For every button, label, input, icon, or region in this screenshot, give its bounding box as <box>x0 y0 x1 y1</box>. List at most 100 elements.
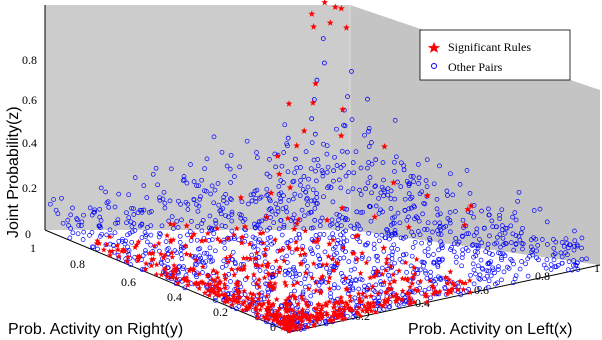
floor-cloud-star <box>287 300 294 307</box>
floor-cloud-star <box>431 288 438 295</box>
floor-cloud-star <box>335 300 342 307</box>
floor-cloud-star <box>263 305 270 312</box>
floor-cloud-star <box>407 284 414 290</box>
floor-cloud-star <box>221 292 228 298</box>
floor-cloud-point <box>411 233 416 238</box>
floor-cloud-point <box>208 259 214 265</box>
floor-cloud-point <box>156 234 162 240</box>
floor-cloud-point <box>292 268 298 274</box>
floor-cloud-point <box>261 296 267 302</box>
floor-cloud-star <box>269 313 276 320</box>
other-pair-point <box>292 156 298 162</box>
other-pair-point <box>276 191 282 197</box>
floor-cloud-point <box>479 265 485 271</box>
floor-cloud-point <box>237 211 243 217</box>
floor-cloud-point <box>565 245 571 251</box>
floor-cloud-point <box>558 250 564 256</box>
floor-cloud-point <box>304 308 310 314</box>
floor-cloud-star <box>170 271 177 278</box>
floor-cloud-star <box>227 253 234 259</box>
floor-cloud-star <box>410 264 417 271</box>
floor-cloud-star <box>222 291 229 297</box>
floor-cloud-star <box>124 258 131 265</box>
floor-cloud-point <box>211 134 217 140</box>
floor-cloud-point <box>533 236 539 242</box>
floor-cloud-point <box>139 267 145 272</box>
floor-cloud-point <box>379 232 385 238</box>
floor-cloud-star <box>296 325 303 331</box>
floor-cloud-star <box>200 280 207 286</box>
floor-cloud-point <box>501 242 506 247</box>
floor-cloud-star <box>265 282 272 289</box>
floor-cloud-star <box>171 262 178 269</box>
floor-cloud-point <box>377 238 382 244</box>
floor-cloud-point <box>228 291 234 296</box>
floor-cloud-star <box>253 280 260 287</box>
floor-cloud-star <box>333 299 340 305</box>
floor-cloud-star <box>211 277 218 284</box>
floor-cloud-point <box>174 218 180 224</box>
floor-cloud-point <box>59 195 64 201</box>
floor-cloud-point <box>450 192 456 198</box>
floor-cloud-point <box>224 200 230 206</box>
floor-cloud-point <box>308 225 314 231</box>
floor-cloud-star <box>382 267 389 273</box>
floor-cloud-star <box>196 270 203 277</box>
floor-cloud-point <box>298 281 304 286</box>
floor-cloud-star <box>406 290 413 296</box>
floor-cloud-point <box>196 183 201 189</box>
floor-cloud-point <box>182 285 188 291</box>
floor-cloud-star <box>209 276 216 283</box>
floor-cloud-star <box>361 302 368 309</box>
floor-cloud-point <box>476 286 482 291</box>
floor-cloud-point <box>177 233 183 239</box>
floor-cloud-point <box>406 206 412 212</box>
floor-cloud-point <box>332 154 337 160</box>
floor-cloud-star <box>363 259 370 266</box>
floor-cloud-point <box>127 230 133 236</box>
floor-cloud-point <box>513 241 519 246</box>
floor-cloud-point <box>327 223 333 228</box>
floor-cloud-point <box>428 295 433 301</box>
floor-cloud-point <box>283 204 289 210</box>
floor-cloud-point <box>76 223 82 228</box>
floor-cloud-point <box>477 276 483 282</box>
floor-cloud-point <box>313 178 319 184</box>
floor-cloud-point <box>68 226 73 231</box>
significant-rule-point <box>326 240 333 247</box>
floor-cloud-point <box>366 160 371 165</box>
significant-rule-point <box>352 232 360 240</box>
floor-cloud-star <box>155 240 162 247</box>
legend-box <box>419 29 571 81</box>
floor-cloud-star <box>241 299 248 305</box>
floor-cloud-point <box>482 225 487 231</box>
floor-cloud-point <box>367 175 373 180</box>
floor-cloud-star <box>329 256 336 262</box>
floor-cloud-point <box>70 230 76 236</box>
floor-cloud-star <box>363 293 370 300</box>
floor-cloud-point <box>96 223 102 229</box>
floor-cloud-point <box>292 191 298 197</box>
floor-cloud-point <box>281 225 287 230</box>
floor-cloud-star <box>347 297 354 304</box>
floor-cloud-star <box>295 216 302 223</box>
floor-cloud-point <box>510 214 515 220</box>
floor-cloud-star <box>196 285 203 291</box>
floor-cloud-point <box>229 212 235 217</box>
floor-cloud-star <box>323 302 330 308</box>
floor-cloud-point <box>350 287 356 293</box>
floor-cloud-point <box>302 213 307 219</box>
floor-cloud-point <box>216 202 222 208</box>
floor-cloud-star <box>187 251 194 258</box>
floor-cloud-star <box>239 301 246 307</box>
floor-cloud-star <box>305 303 312 309</box>
z-axis-label: Joint Probability(z) <box>5 106 22 238</box>
floor-cloud-point <box>573 262 579 268</box>
floor-cloud-point <box>124 210 129 216</box>
floor-cloud-point <box>215 181 221 186</box>
other-pair-point <box>311 97 317 102</box>
floor-cloud-point <box>81 229 87 235</box>
floor-cloud-star <box>271 312 278 318</box>
floor-cloud-point <box>392 169 397 174</box>
floor-cloud-star <box>370 303 377 309</box>
